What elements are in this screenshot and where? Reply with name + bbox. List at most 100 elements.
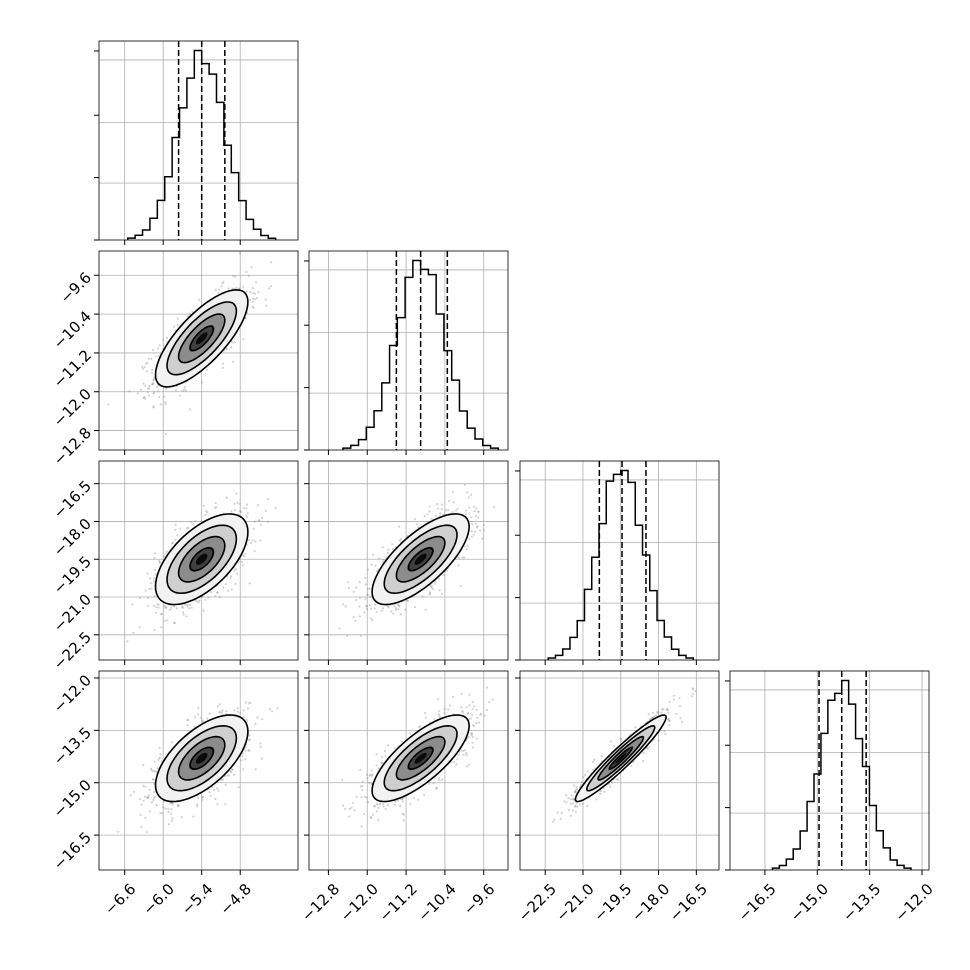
sample-point — [202, 504, 205, 507]
sample-point — [393, 747, 396, 750]
sample-point — [569, 814, 572, 817]
sample-point — [233, 709, 236, 712]
sample-point — [361, 780, 364, 783]
sample-point — [165, 550, 168, 553]
sample-point — [470, 530, 473, 533]
sample-point — [407, 599, 410, 603]
sample-point — [370, 774, 373, 777]
sample-point — [132, 631, 135, 635]
contour-1 — [395, 535, 446, 583]
x-tick-label: −10.4 — [414, 880, 459, 925]
x-tick-label: −16.5 — [734, 880, 779, 925]
sample-point — [253, 520, 256, 523]
sample-point — [382, 607, 385, 610]
sample-point — [215, 591, 219, 594]
contour-2 — [383, 724, 458, 792]
sample-point — [201, 796, 204, 799]
histogram-step — [127, 49, 277, 240]
sample-point — [234, 582, 237, 586]
scatter-panel-4-1: −16.5 −15.0 −13.5 −12.0 — [50, 670, 299, 875]
sample-point — [156, 767, 159, 770]
sample-point — [179, 527, 182, 531]
sample-point — [163, 619, 166, 622]
sample-point — [359, 768, 362, 771]
sample-point — [400, 740, 404, 743]
sample-point — [656, 710, 659, 713]
sample-point — [274, 506, 277, 509]
sample-point — [236, 572, 239, 575]
sample-point — [141, 365, 144, 368]
sample-point — [343, 807, 346, 810]
sample-point — [466, 712, 469, 715]
sample-point — [465, 548, 468, 551]
sample-point — [437, 777, 440, 780]
sample-point — [163, 555, 166, 558]
sample-point — [377, 568, 380, 571]
sample-point — [465, 754, 468, 757]
sample-point — [164, 403, 167, 406]
sample-point — [472, 533, 475, 536]
sample-point — [392, 612, 395, 615]
sample-point — [209, 591, 213, 594]
sample-point — [165, 336, 168, 340]
sample-point — [215, 506, 218, 509]
histogram-step — [771, 679, 912, 870]
sample-point — [358, 581, 361, 584]
sample-point — [155, 804, 158, 807]
sample-point — [207, 596, 210, 599]
sample-point — [225, 496, 228, 499]
sample-point — [643, 751, 646, 754]
sample-point — [172, 605, 175, 608]
sample-point — [174, 389, 178, 392]
sample-point — [159, 753, 162, 756]
sample-point — [238, 252, 241, 255]
sample-point — [460, 706, 463, 709]
sample-point — [179, 394, 182, 397]
sample-point — [479, 712, 482, 715]
sample-point — [139, 813, 142, 816]
sample-point — [192, 815, 195, 818]
sample-point — [381, 546, 384, 549]
sample-point — [226, 774, 229, 777]
sample-point — [217, 288, 220, 291]
sample-point — [447, 708, 450, 711]
contour-2 — [383, 524, 458, 595]
y-tick-label: −13.5 — [50, 724, 95, 769]
sample-point — [271, 710, 274, 713]
sample-point — [556, 811, 559, 814]
sample-point — [428, 591, 431, 594]
sample-point — [144, 589, 147, 592]
sample-point — [197, 707, 200, 710]
sample-point — [244, 749, 247, 752]
sample-point — [245, 507, 248, 510]
sample-point — [466, 491, 469, 494]
y-tick-label: −15.0 — [50, 776, 95, 821]
x-tick-label: −11.2 — [376, 880, 421, 925]
sample-point — [214, 797, 217, 801]
sample-point — [611, 781, 614, 784]
sample-point — [428, 593, 431, 596]
sample-point — [152, 405, 155, 408]
sample-point — [387, 744, 390, 747]
sample-point — [352, 616, 355, 619]
sample-point — [443, 708, 446, 711]
sample-point — [661, 708, 664, 711]
sample-point — [221, 282, 224, 285]
sample-point — [164, 605, 167, 608]
sample-point — [241, 554, 244, 557]
sample-point — [251, 300, 255, 303]
sample-point — [398, 539, 401, 542]
sample-point — [219, 710, 222, 713]
y-tick-label: −12.8 — [50, 424, 95, 469]
sample-point — [371, 619, 374, 622]
sample-point — [247, 702, 250, 705]
sample-point — [475, 507, 478, 510]
sample-point — [428, 510, 431, 513]
sample-point — [434, 580, 437, 583]
sample-point — [152, 770, 155, 773]
sample-point — [163, 604, 166, 608]
sample-point — [423, 515, 426, 518]
sample-point — [145, 362, 148, 365]
sample-point — [164, 807, 167, 810]
sample-point — [565, 794, 568, 797]
